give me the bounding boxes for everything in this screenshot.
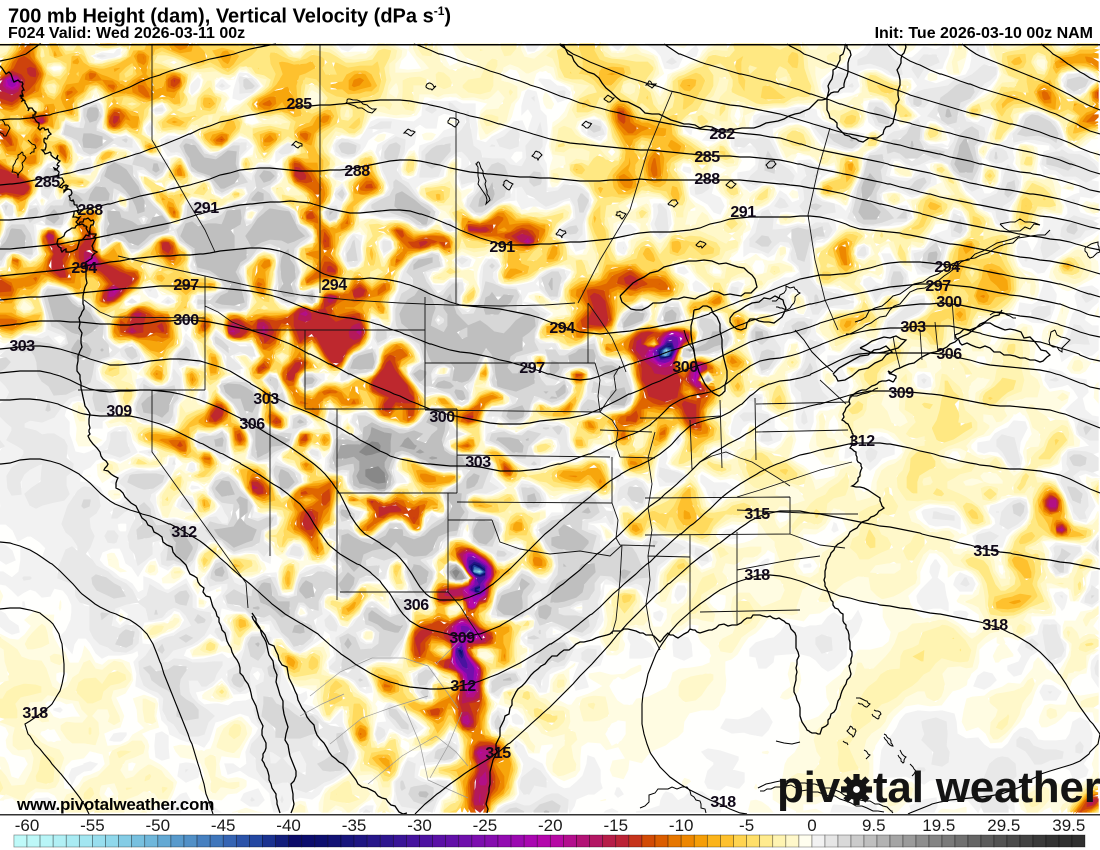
svg-text:309: 309 <box>449 630 475 647</box>
svg-text:300: 300 <box>672 359 698 376</box>
svg-text:297: 297 <box>925 278 951 295</box>
svg-text:-20: -20 <box>538 816 563 835</box>
svg-text:294: 294 <box>549 320 575 337</box>
svg-text:315: 315 <box>744 506 770 523</box>
svg-text:288: 288 <box>694 171 720 188</box>
svg-text:312: 312 <box>171 524 197 541</box>
svg-text:297: 297 <box>519 360 545 377</box>
svg-text:318: 318 <box>982 617 1008 634</box>
svg-text:-45: -45 <box>211 816 236 835</box>
svg-text:309: 309 <box>106 403 132 420</box>
svg-text:318: 318 <box>710 794 736 811</box>
svg-text:306: 306 <box>239 416 265 433</box>
svg-text:291: 291 <box>730 204 756 221</box>
svg-text:300: 300 <box>173 312 199 329</box>
svg-text:-5: -5 <box>739 816 754 835</box>
svg-text:282: 282 <box>709 126 735 143</box>
svg-text:39.5: 39.5 <box>1052 816 1085 835</box>
svg-text:303: 303 <box>465 454 491 471</box>
svg-text:318: 318 <box>744 567 770 584</box>
svg-text:306: 306 <box>936 346 962 363</box>
svg-text:300: 300 <box>429 409 455 426</box>
svg-text:291: 291 <box>193 200 219 217</box>
svg-text:-35: -35 <box>342 816 367 835</box>
svg-text:306: 306 <box>403 597 429 614</box>
svg-text:303: 303 <box>9 338 35 355</box>
svg-text:19.5: 19.5 <box>922 816 955 835</box>
svg-text:-10: -10 <box>669 816 694 835</box>
svg-text:300: 300 <box>936 294 962 311</box>
svg-text:294: 294 <box>321 277 347 294</box>
svg-text:309: 309 <box>888 385 914 402</box>
svg-text:303: 303 <box>900 319 926 336</box>
svg-text:288: 288 <box>344 163 370 180</box>
svg-text:285: 285 <box>34 174 60 191</box>
svg-text:29.5: 29.5 <box>987 816 1020 835</box>
svg-text:312: 312 <box>849 433 875 450</box>
svg-text:291: 291 <box>489 239 515 256</box>
svg-text:-60: -60 <box>15 816 40 835</box>
svg-text:9.5: 9.5 <box>862 816 886 835</box>
svg-text:294: 294 <box>934 259 960 276</box>
svg-text:-25: -25 <box>473 816 498 835</box>
svg-text:312: 312 <box>450 678 476 695</box>
svg-text:-55: -55 <box>80 816 105 835</box>
svg-text:315: 315 <box>973 543 999 560</box>
svg-text:0: 0 <box>807 816 816 835</box>
svg-text:285: 285 <box>694 149 720 166</box>
svg-text:294: 294 <box>71 260 97 277</box>
svg-text:-30: -30 <box>407 816 432 835</box>
svg-text:-50: -50 <box>146 816 171 835</box>
svg-text:303: 303 <box>253 391 279 408</box>
svg-text:297: 297 <box>173 277 199 294</box>
svg-text:285: 285 <box>286 96 312 113</box>
svg-text:288: 288 <box>77 202 103 219</box>
svg-text:-40: -40 <box>276 816 301 835</box>
svg-text:315: 315 <box>485 745 511 762</box>
svg-text:318: 318 <box>22 705 48 722</box>
svg-text:-15: -15 <box>604 816 629 835</box>
